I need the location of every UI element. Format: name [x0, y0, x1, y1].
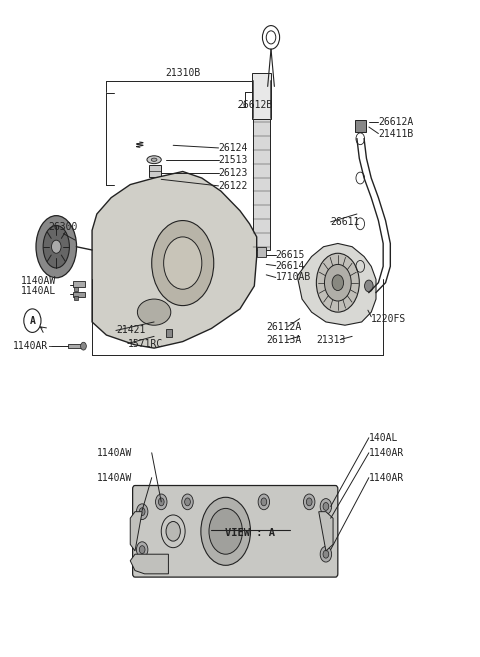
Circle shape: [201, 497, 251, 565]
Bar: [73, 292, 85, 297]
Circle shape: [209, 509, 242, 555]
Circle shape: [332, 275, 344, 290]
Bar: [149, 165, 161, 177]
Text: 1140AW: 1140AW: [97, 472, 132, 483]
Circle shape: [320, 499, 332, 514]
Text: 26113A: 26113A: [266, 334, 301, 345]
Text: 26112A: 26112A: [266, 321, 301, 332]
Text: VIEW : A: VIEW : A: [225, 528, 275, 538]
Circle shape: [306, 498, 312, 506]
Circle shape: [185, 498, 191, 506]
Circle shape: [316, 253, 360, 312]
Circle shape: [139, 546, 145, 554]
Circle shape: [51, 240, 61, 253]
Text: 26611: 26611: [331, 217, 360, 227]
Text: 21411B: 21411B: [378, 129, 414, 139]
Circle shape: [156, 494, 167, 510]
Bar: [166, 329, 172, 337]
Text: 26123: 26123: [218, 168, 248, 178]
Circle shape: [258, 494, 270, 510]
Circle shape: [152, 221, 214, 306]
Text: 1140AR: 1140AR: [369, 448, 404, 458]
Circle shape: [136, 542, 148, 558]
Bar: [257, 247, 266, 256]
Text: 1140AR-: 1140AR-: [13, 341, 54, 351]
Text: 1220FS: 1220FS: [371, 313, 407, 324]
Circle shape: [364, 280, 373, 292]
Polygon shape: [130, 555, 168, 574]
Circle shape: [323, 551, 329, 558]
Polygon shape: [319, 512, 333, 551]
Bar: [74, 286, 78, 290]
Text: 1140AR: 1140AR: [369, 472, 404, 483]
Bar: [355, 120, 366, 132]
Text: 21513: 21513: [218, 154, 248, 165]
Bar: [73, 281, 85, 287]
Text: 1140AL: 1140AL: [21, 286, 56, 296]
FancyBboxPatch shape: [132, 486, 338, 577]
Circle shape: [166, 522, 180, 541]
Circle shape: [303, 494, 315, 510]
Ellipse shape: [147, 156, 161, 164]
Text: 21310B: 21310B: [165, 68, 200, 78]
Bar: [252, 74, 271, 119]
Circle shape: [139, 508, 145, 516]
Text: 1571RC: 1571RC: [128, 338, 163, 349]
Text: 26612B: 26612B: [238, 100, 273, 110]
Text: 26614: 26614: [276, 261, 305, 271]
Text: 21313: 21313: [316, 334, 346, 345]
Circle shape: [182, 494, 193, 510]
Circle shape: [324, 264, 351, 301]
Text: 26122: 26122: [218, 181, 248, 191]
Text: 26615: 26615: [276, 250, 305, 260]
Ellipse shape: [151, 158, 157, 162]
Text: 21421: 21421: [116, 325, 145, 336]
Circle shape: [261, 498, 267, 506]
Text: 1140AW: 1140AW: [97, 448, 132, 458]
Text: 26612A: 26612A: [378, 118, 414, 127]
Circle shape: [320, 547, 332, 562]
Text: 26124: 26124: [218, 143, 248, 153]
Text: 1140AW: 1140AW: [21, 276, 56, 286]
Ellipse shape: [137, 299, 171, 325]
Circle shape: [164, 237, 202, 289]
Circle shape: [136, 504, 148, 520]
Polygon shape: [92, 171, 257, 348]
Text: 140AL: 140AL: [369, 433, 398, 443]
Polygon shape: [297, 244, 376, 325]
Bar: [74, 296, 78, 300]
Polygon shape: [130, 512, 142, 551]
Ellipse shape: [43, 225, 70, 268]
Bar: [253, 119, 270, 250]
Text: A: A: [29, 315, 36, 326]
Circle shape: [81, 342, 86, 350]
Ellipse shape: [36, 215, 76, 278]
Bar: [68, 344, 83, 348]
Circle shape: [158, 498, 164, 506]
Circle shape: [323, 503, 329, 510]
Text: 1710AB: 1710AB: [276, 273, 311, 283]
Text: 26300: 26300: [48, 221, 78, 232]
